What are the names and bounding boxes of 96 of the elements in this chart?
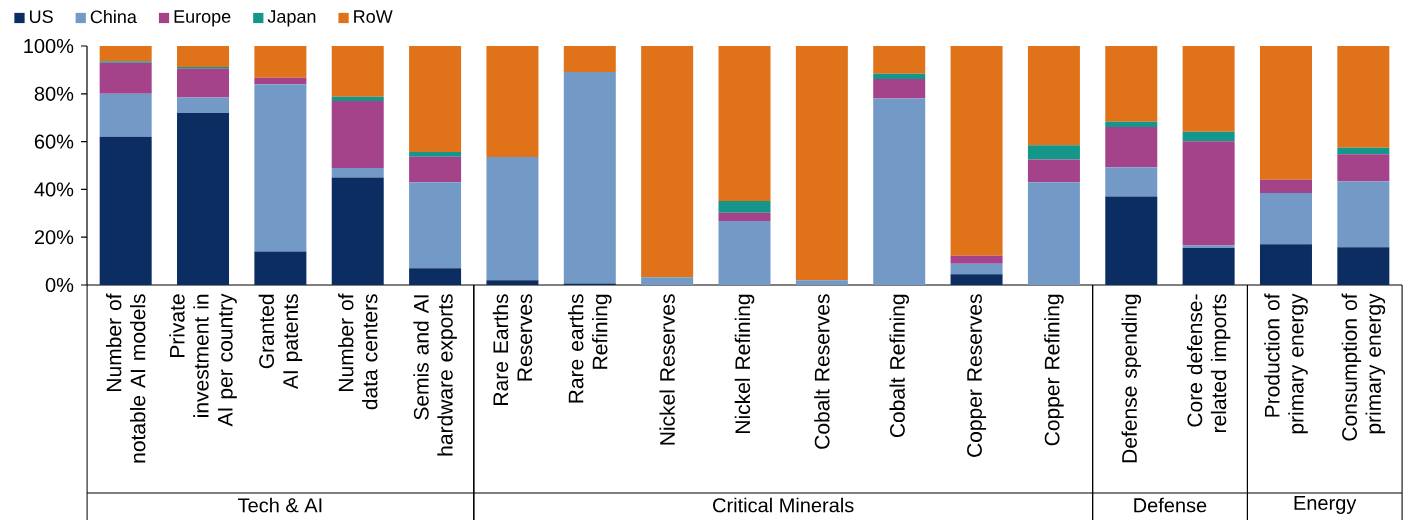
legend-label: China [90, 9, 137, 24]
bar [718, 46, 771, 202]
x-tick-label: Defense spending [1121, 294, 1142, 463]
x-tick-label: Nickel Reserves [659, 294, 675, 445]
bar [950, 46, 1003, 256]
legend-label: Europe [174, 10, 231, 27]
text: Energy [1294, 496, 1357, 514]
bar [1105, 167, 1158, 197]
bar [254, 84, 307, 252]
x-tick-label: Copper Reserves [967, 294, 987, 457]
bar [641, 46, 694, 278]
bar [1182, 247, 1235, 285]
bar [1259, 46, 1312, 180]
bar [873, 98, 926, 285]
bar [331, 167, 384, 178]
text: Defense [1134, 497, 1207, 513]
bar [99, 93, 152, 137]
bar [718, 212, 771, 221]
bar [99, 46, 152, 62]
bar [1337, 147, 1390, 155]
x-tick-label: Cobalt Reserves [814, 294, 830, 449]
bar [1182, 131, 1235, 142]
bar [331, 100, 384, 168]
bar [254, 77, 307, 85]
bar [950, 263, 1003, 275]
bar [177, 112, 230, 285]
bar [1337, 154, 1390, 182]
bar [1259, 244, 1312, 285]
x-tick-label: Copper Refining [1044, 294, 1064, 446]
bar [795, 46, 848, 281]
bar [1027, 145, 1080, 160]
y-tick-label: 20% [34, 230, 74, 245]
x-tick-label: Granted AI patents [258, 294, 303, 390]
bar [873, 73, 926, 79]
bar [409, 46, 462, 152]
bar [1105, 46, 1158, 122]
text: Tech & AI [238, 497, 322, 513]
y-tick-label: 0% [45, 277, 74, 293]
bar [1027, 159, 1080, 183]
bar [718, 201, 771, 213]
y-tick-label: 100% [24, 38, 74, 54]
bar [254, 251, 307, 285]
bar [331, 46, 384, 97]
x-tick-label: Cobalt Refining [889, 294, 909, 438]
bar [1337, 46, 1390, 148]
bar [1105, 196, 1158, 285]
bar [718, 220, 771, 285]
text: Critical Minerals [713, 497, 854, 513]
bar [486, 280, 539, 285]
bar [177, 68, 230, 98]
bar [1105, 121, 1158, 128]
x-tick-label: Nickel Refining [734, 294, 755, 433]
bar [1337, 247, 1390, 285]
bar [563, 72, 616, 284]
x-tick-label: Core defense-related imports [1186, 294, 1231, 433]
bar [99, 62, 152, 94]
x-tick-label: Semis and AI hardware exports [413, 294, 457, 456]
bar [641, 277, 694, 285]
bar [1259, 179, 1312, 193]
bar [873, 78, 926, 99]
x-tick-label: Private investment in AI per country [169, 293, 237, 427]
bar [1182, 46, 1235, 132]
legend-label: US [29, 10, 53, 23]
bar [1027, 46, 1080, 146]
bar [254, 46, 307, 78]
bar [331, 177, 384, 285]
x-tick-label: Rare earths Refining [568, 294, 612, 403]
y-tick-label: 80% [34, 86, 74, 101]
bar [409, 156, 462, 183]
y-tick-label: 40% [34, 182, 74, 197]
bar [950, 274, 1003, 285]
x-tick-label: Rare Earths Reserves [492, 294, 533, 405]
bar [99, 136, 152, 285]
x-tick-label: Production of primary energy [1264, 293, 1308, 434]
x-tick-label: Number of data centers [338, 293, 378, 410]
y-tick-label: 60% [34, 134, 74, 149]
bar [486, 46, 539, 157]
bar [486, 156, 539, 281]
bar [1259, 192, 1312, 245]
bar [873, 46, 926, 74]
bar [795, 280, 848, 285]
bar [1105, 127, 1158, 168]
legend-label: Japan [267, 10, 316, 27]
bar [177, 97, 230, 113]
bar [1182, 141, 1235, 246]
x-tick-label: Number of notable AI models [105, 293, 146, 463]
bar [1027, 182, 1080, 285]
bar [950, 255, 1003, 264]
bar [409, 268, 462, 285]
legend-label: RoW [354, 10, 393, 23]
bar [409, 182, 462, 269]
bar [409, 151, 462, 157]
bar [177, 46, 230, 68]
bar [563, 46, 616, 73]
bar [1337, 181, 1390, 248]
bar [331, 96, 384, 101]
